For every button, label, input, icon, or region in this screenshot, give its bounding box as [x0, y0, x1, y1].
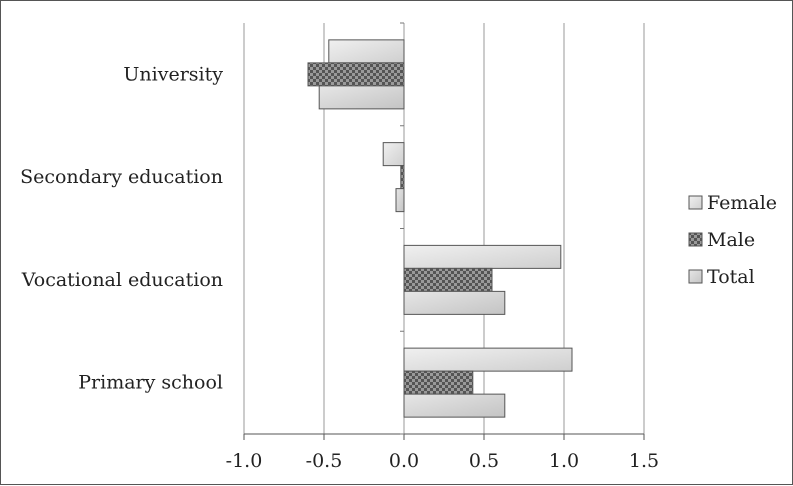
category-label: Primary school — [78, 372, 223, 394]
bar-total — [403, 393, 506, 418]
bar-total — [395, 188, 405, 213]
legend-swatch-female — [688, 195, 703, 210]
bar-male — [307, 62, 405, 87]
category-label: University — [123, 63, 223, 85]
bar-male — [403, 370, 474, 395]
bar-female — [403, 347, 573, 372]
category-label: Secondary education — [20, 166, 223, 188]
x-tick-label: 0.5 — [469, 450, 499, 472]
legend: Female Male Total — [688, 192, 777, 288]
category-labels: University Secondary education Vocational … — [20, 63, 223, 393]
legend-swatch-male — [688, 232, 703, 247]
legend-label: Male — [707, 229, 755, 251]
bar-female — [403, 244, 562, 269]
category-label: Vocational education — [21, 269, 223, 291]
x-tick-label: 1.5 — [629, 450, 659, 472]
bar-total — [318, 85, 405, 110]
bars — [307, 39, 573, 418]
x-tick-label: 0.0 — [389, 450, 419, 472]
x-axis: -1.0 -0.5 0.0 0.5 1.0 1.5 — [226, 22, 659, 472]
legend-label: Female — [707, 192, 777, 214]
bar-female — [382, 142, 405, 167]
bar-total — [403, 290, 506, 315]
bar-female — [328, 39, 405, 64]
legend-label: Total — [707, 266, 755, 288]
bar-male — [403, 267, 493, 292]
bar-male — [400, 165, 405, 190]
x-tick-label: -1.0 — [226, 450, 263, 472]
x-tick-label: -0.5 — [306, 450, 343, 472]
legend-swatch-total — [688, 269, 703, 284]
x-tick-label: 1.0 — [549, 450, 579, 472]
